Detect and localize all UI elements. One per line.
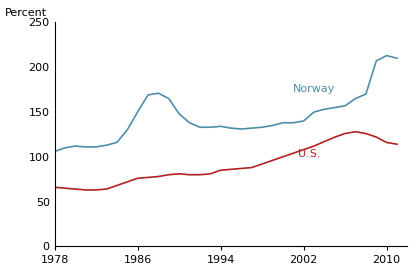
Y-axis label: Percent: Percent bbox=[5, 8, 47, 18]
Text: Norway: Norway bbox=[293, 84, 336, 94]
Text: U.S.: U.S. bbox=[299, 149, 321, 159]
